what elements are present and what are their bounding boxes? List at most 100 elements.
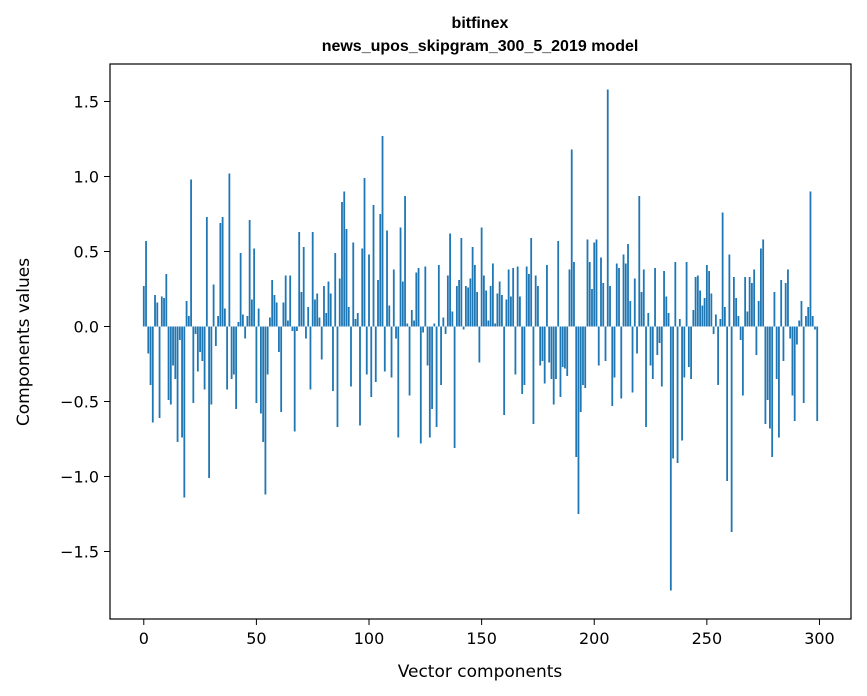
bar-110 bbox=[390, 326, 393, 378]
bar-150 bbox=[480, 227, 483, 327]
bar-200 bbox=[593, 242, 596, 327]
bar-228 bbox=[656, 326, 659, 355]
bar-173 bbox=[532, 326, 535, 424]
bar-164 bbox=[512, 268, 515, 327]
bar-215 bbox=[627, 244, 629, 327]
bar-181 bbox=[550, 326, 553, 379]
y-tick-label: 0.5 bbox=[74, 243, 99, 262]
bar-81 bbox=[325, 313, 328, 327]
bar-217 bbox=[631, 326, 634, 393]
bar-57 bbox=[271, 280, 274, 327]
bar-92 bbox=[350, 326, 352, 387]
bar-69 bbox=[298, 232, 301, 327]
bar-41 bbox=[235, 326, 238, 409]
y-tick-label: −1.0 bbox=[60, 468, 99, 487]
bar-12 bbox=[169, 326, 172, 405]
bar-119 bbox=[410, 310, 413, 327]
bar-296 bbox=[809, 191, 812, 327]
bar-75 bbox=[311, 232, 314, 327]
bar-39 bbox=[230, 326, 233, 379]
bar-298 bbox=[814, 326, 816, 330]
bar-133 bbox=[442, 317, 445, 327]
bar-273 bbox=[757, 301, 760, 327]
bar-43 bbox=[239, 253, 242, 327]
bar-72 bbox=[305, 326, 307, 339]
bar-166 bbox=[516, 266, 519, 327]
bar-129 bbox=[433, 323, 436, 327]
x-tick-label: 50 bbox=[246, 629, 266, 648]
bar-247 bbox=[699, 290, 701, 327]
bar-151 bbox=[482, 275, 485, 327]
bar-143 bbox=[464, 286, 467, 327]
bar-9 bbox=[163, 298, 165, 327]
bar-277 bbox=[766, 326, 769, 400]
bar-213 bbox=[622, 254, 625, 327]
bar-16 bbox=[178, 326, 181, 340]
bar-0 bbox=[142, 286, 145, 327]
bar-99 bbox=[365, 326, 368, 375]
bar-264 bbox=[737, 316, 740, 327]
bar-70 bbox=[300, 292, 303, 327]
bar-35 bbox=[221, 217, 224, 327]
bar-61 bbox=[280, 326, 283, 412]
y-axis-ticks: −1.5 −1.0 −0.5 0.0 0.5 1.0 1.5 bbox=[60, 93, 110, 562]
bar-49 bbox=[253, 248, 256, 327]
bar-114 bbox=[399, 227, 402, 327]
bar-262 bbox=[732, 277, 735, 327]
bar-78 bbox=[318, 317, 321, 327]
bar-289 bbox=[793, 326, 796, 421]
bar-158 bbox=[498, 281, 501, 327]
y-tick-label: −0.5 bbox=[60, 393, 99, 412]
bar-127 bbox=[428, 326, 431, 438]
y-tick-label: 1.0 bbox=[74, 168, 99, 187]
bar-38 bbox=[228, 173, 231, 327]
bar-48 bbox=[250, 299, 253, 327]
bar-135 bbox=[446, 275, 449, 327]
bar-236 bbox=[674, 262, 677, 327]
bar-111 bbox=[392, 269, 395, 327]
bar-139 bbox=[455, 286, 458, 327]
bar-76 bbox=[314, 299, 316, 327]
bar-183 bbox=[555, 326, 557, 379]
bar-174 bbox=[534, 275, 537, 327]
bar-115 bbox=[401, 281, 404, 327]
bar-268 bbox=[746, 311, 749, 327]
bar-68 bbox=[296, 326, 298, 331]
bar-254 bbox=[714, 314, 717, 327]
bar-26 bbox=[201, 326, 204, 361]
x-tick-label: 0 bbox=[139, 629, 149, 648]
bar-202 bbox=[597, 326, 600, 366]
bar-13 bbox=[172, 326, 174, 366]
bar-87 bbox=[338, 278, 341, 327]
bar-224 bbox=[647, 313, 650, 327]
bar-196 bbox=[584, 326, 587, 388]
bar-32 bbox=[214, 326, 217, 346]
bar-10 bbox=[165, 274, 168, 327]
bar-186 bbox=[561, 326, 564, 367]
bar-140 bbox=[458, 280, 460, 327]
bar-136 bbox=[449, 233, 451, 327]
bar-283 bbox=[780, 280, 783, 327]
bar-295 bbox=[807, 307, 810, 327]
bar-3 bbox=[149, 326, 152, 385]
bar-116 bbox=[404, 196, 406, 327]
bar-52 bbox=[260, 326, 262, 414]
bar-31 bbox=[212, 284, 215, 327]
x-tick-label: 150 bbox=[466, 629, 497, 648]
bar-238 bbox=[678, 319, 681, 327]
bar-96 bbox=[359, 326, 361, 426]
bar-14 bbox=[174, 326, 177, 379]
x-tick-label: 250 bbox=[692, 629, 723, 648]
bar-198 bbox=[588, 262, 591, 327]
bar-172 bbox=[530, 238, 533, 327]
bar-33 bbox=[217, 316, 220, 327]
bar-208 bbox=[611, 326, 614, 406]
bar-211 bbox=[618, 268, 620, 327]
bar-167 bbox=[519, 296, 521, 327]
bar-260 bbox=[728, 254, 731, 327]
bar-272 bbox=[755, 326, 758, 355]
bar-80 bbox=[323, 286, 325, 327]
y-axis-label: Components values bbox=[14, 258, 34, 426]
bar-64 bbox=[287, 320, 289, 327]
bar-159 bbox=[501, 295, 503, 327]
